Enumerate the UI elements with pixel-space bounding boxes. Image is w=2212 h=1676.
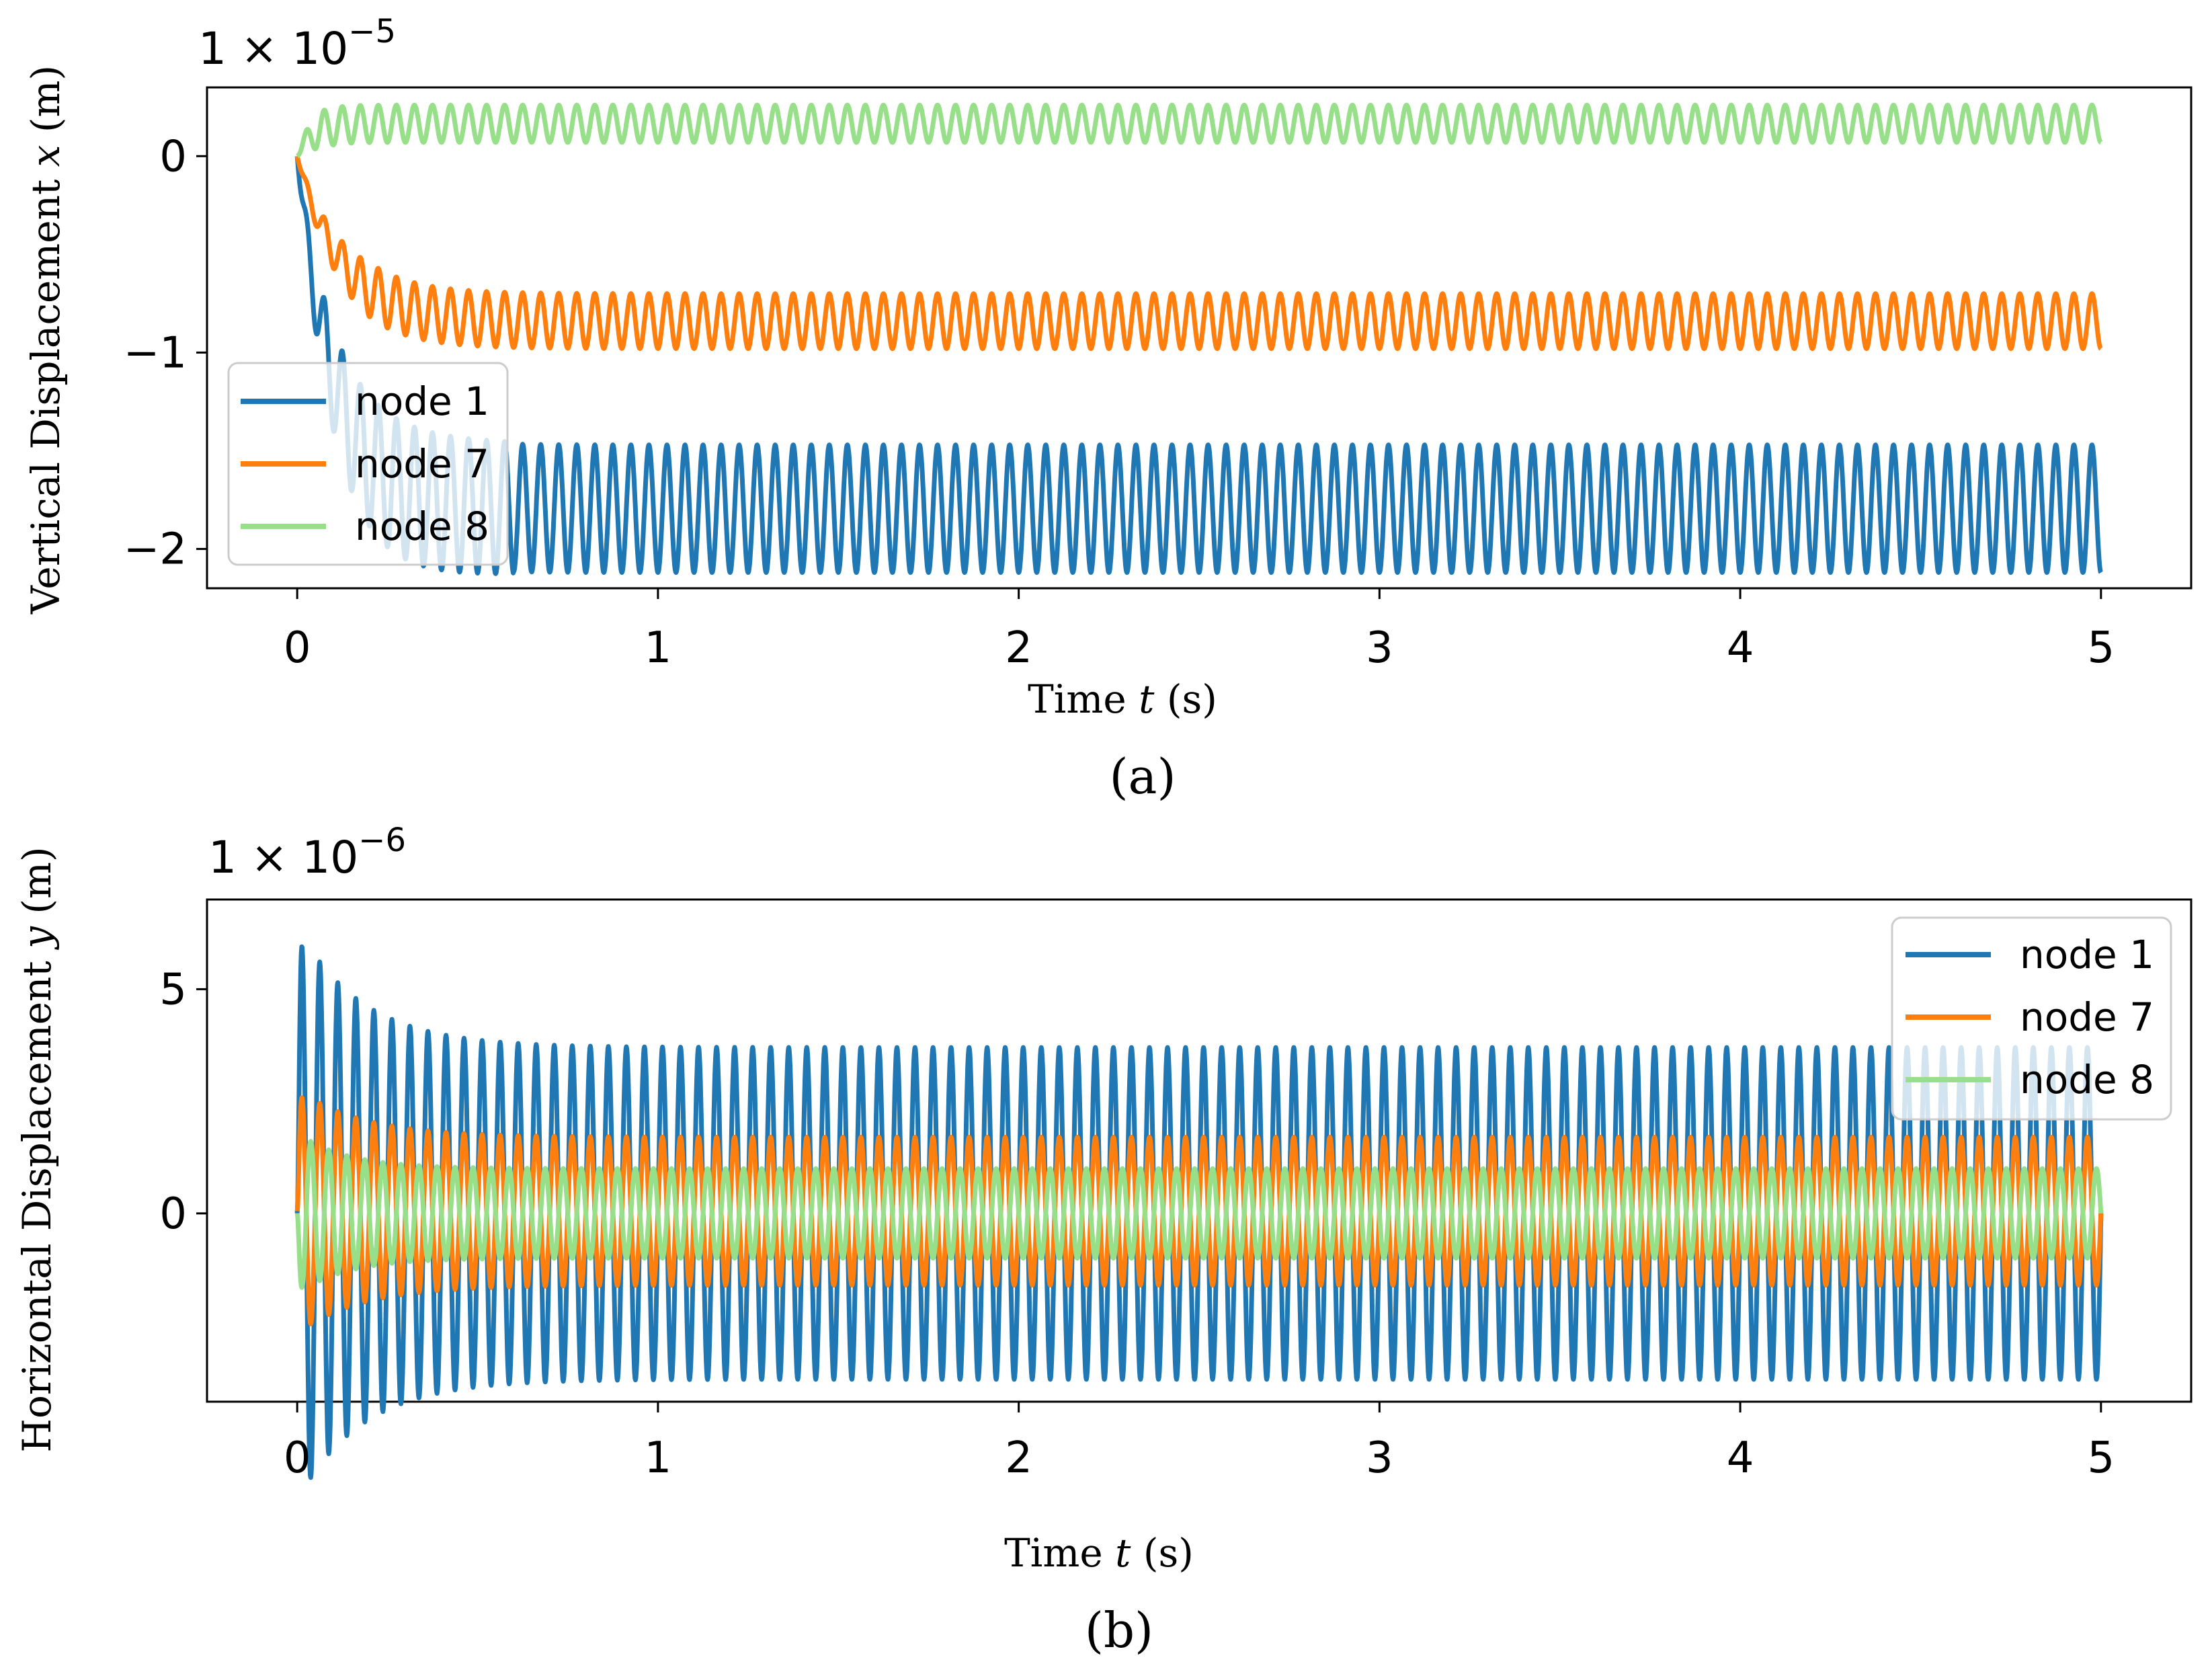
y-tick-label-a-2: −2 [124, 525, 187, 575]
series-line-b-node8 [294, 1139, 2104, 1290]
x-tick-label-b-3: 3 [1366, 1433, 1393, 1483]
x-tick-label-b-2: 2 [1005, 1433, 1032, 1483]
series-line-a-node8 [295, 102, 2103, 159]
x-tick-label-a-1: 1 [645, 623, 672, 673]
y-tick-label-a-0: 0 [159, 132, 187, 182]
legend-label-b-node7: node 7 [2020, 994, 2154, 1040]
series-line-a-node7 [294, 155, 2103, 352]
legend-label-b-node1: node 1 [2020, 932, 2154, 977]
y-ticks-a: 0 −1 −2 [124, 132, 207, 575]
x-tick-label-a-3: 3 [1366, 623, 1393, 673]
legend-label-a-node8: node 8 [355, 504, 489, 549]
y-tick-label-b-1: 0 [159, 1189, 187, 1239]
x-ticks-b: 0 1 2 3 4 5 [284, 1402, 2115, 1483]
legend-label-b-node8: node 8 [2020, 1057, 2154, 1103]
y-multiplier-b: 1 × 10−6 [208, 822, 406, 883]
panel-a: 0 1 2 3 4 5 0 −1 −2 1 × 10−5 Vertical Displacem… [23, 13, 2193, 805]
legend-box-b [1891, 916, 2172, 1121]
series-lines-b [294, 944, 2104, 1480]
series-line-a-node1 [294, 155, 2103, 576]
x-tick-label-b-5: 5 [2087, 1433, 2115, 1483]
y-tick-label-b-0: 5 [159, 965, 187, 1014]
x-tick-label-a-5: 5 [2087, 623, 2115, 673]
x-tick-label-a-2: 2 [1005, 623, 1032, 673]
y-ticks-b: 50 [159, 965, 207, 1239]
x-tick-label-a-0: 0 [284, 623, 311, 673]
legend-label-a-node7: node 7 [355, 441, 489, 487]
caption-a: (a) [1109, 748, 1176, 805]
caption-b: (b) [1085, 1602, 1153, 1659]
x-tick-label-b-1: 1 [645, 1433, 672, 1483]
x-axis-label-a: Time t (s) [1028, 676, 1217, 722]
legend-a: node 1 node 7 node 8 [227, 362, 509, 566]
y-axis-label-a: Vertical Displacement x (m) [23, 65, 69, 614]
x-ticks-a: 0 1 2 3 4 5 [284, 588, 2115, 673]
y-axis-label-b: Horizontal Displacement y (m) [14, 846, 60, 1452]
legend-label-a-node1: node 1 [355, 378, 489, 424]
x-tick-label-a-4: 4 [1727, 623, 1754, 673]
x-axis-label-b: Time t (s) [1004, 1530, 1194, 1576]
legend-box-a [227, 362, 509, 566]
x-tick-label-b-0: 0 [284, 1433, 311, 1483]
series-lines-a [294, 102, 2103, 576]
y-tick-label-a-1: −1 [124, 328, 187, 378]
x-tick-label-b-4: 4 [1727, 1433, 1754, 1483]
legend-b: node 1 node 7 node 8 [1891, 916, 2172, 1121]
y-multiplier-a: 1 × 10−5 [198, 13, 396, 75]
